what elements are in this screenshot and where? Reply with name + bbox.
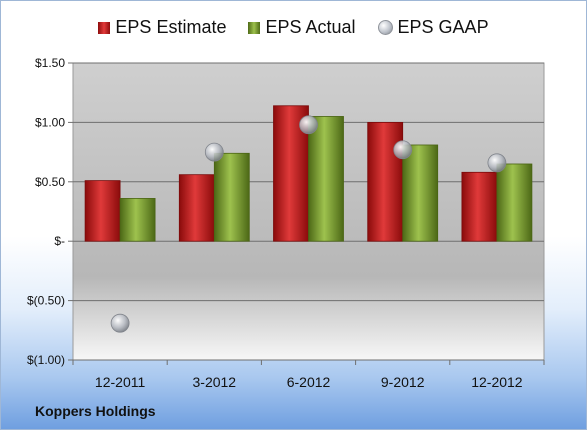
y-tick-label: $1.50 xyxy=(35,56,65,70)
bar-eps-actual xyxy=(119,198,156,242)
gaap-marker xyxy=(487,153,507,173)
y-tick-label: $- xyxy=(54,234,65,248)
bar-eps-estimate xyxy=(84,180,121,242)
bar-eps-estimate xyxy=(461,171,498,242)
bar-eps-actual xyxy=(496,163,533,242)
gaap-markers xyxy=(110,115,507,333)
bar-eps-estimate xyxy=(367,122,404,242)
legend: EPS Estimate EPS Actual EPS GAAP xyxy=(1,17,586,38)
x-tick-label: 3-2012 xyxy=(193,374,237,390)
x-tick-label: 12-2012 xyxy=(471,374,523,390)
legend-item-gaap: EPS GAAP xyxy=(377,17,489,38)
y-axis: $(1.00) $(0.50) $- $0.50 $1.00 $1.50 xyxy=(27,56,73,367)
legend-label-gaap: EPS GAAP xyxy=(397,17,489,37)
legend-item-actual: EPS Actual xyxy=(248,17,356,38)
company-name: Koppers Holdings xyxy=(35,403,156,419)
x-tick-label: 9-2012 xyxy=(381,374,425,390)
legend-swatch-actual xyxy=(248,21,261,34)
gaap-marker xyxy=(393,140,413,160)
bar-eps-actual xyxy=(308,116,344,242)
legend-swatch-estimate xyxy=(98,21,111,34)
legend-swatch-gaap xyxy=(377,20,393,35)
bar-eps-estimate xyxy=(178,174,215,242)
bar-eps-actual xyxy=(213,152,250,242)
x-axis: 12-2011 3-2012 6-2012 9-2012 12-2012 xyxy=(72,360,545,390)
y-tick-label: $(1.00) xyxy=(27,353,65,367)
gaap-marker xyxy=(110,313,130,333)
legend-label-estimate: EPS Estimate xyxy=(115,17,227,37)
legend-label-actual: EPS Actual xyxy=(265,17,356,37)
y-tick-label: $0.50 xyxy=(35,175,65,189)
gaap-marker xyxy=(204,142,224,162)
y-tick-label: $1.00 xyxy=(35,115,65,129)
x-tick-label: 6-2012 xyxy=(287,374,331,390)
bar-eps-actual xyxy=(402,144,439,242)
legend-item-estimate: EPS Estimate xyxy=(98,17,226,38)
gaap-marker xyxy=(299,115,318,135)
x-tick-label: 12-2011 xyxy=(95,374,146,390)
y-tick-label: $(0.50) xyxy=(27,294,65,308)
